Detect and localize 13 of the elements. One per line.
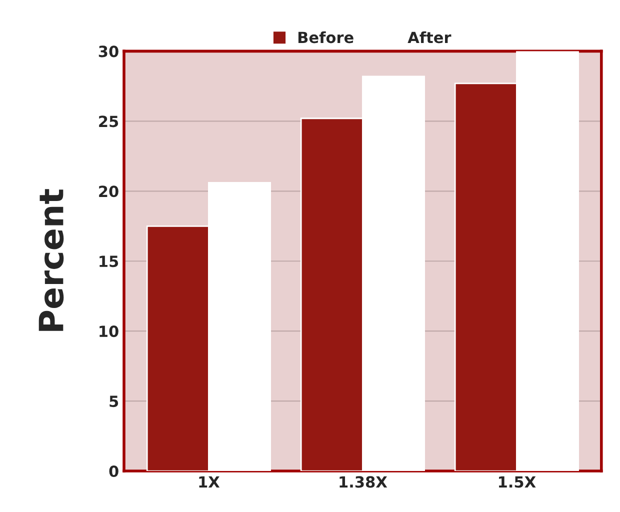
x-tick-label: 1.38X (340, 476, 388, 488)
y-tick-label: 20 (99, 186, 118, 198)
y-tick-label: 0 (109, 466, 118, 478)
y-axis-title: Percent (38, 189, 64, 331)
y-tick-label: 30 (98, 46, 118, 58)
y-tick-label: 5 (110, 396, 118, 408)
x-tick-label: 1.5X (499, 476, 536, 488)
legend-label: Before (298, 31, 354, 44)
y-tick-label: 10 (100, 326, 118, 338)
y-tick-label: 15 (100, 256, 118, 268)
text: After (408, 31, 452, 44)
y-tick-label: 25 (99, 116, 118, 128)
x-tick-label: 1X (199, 476, 220, 488)
